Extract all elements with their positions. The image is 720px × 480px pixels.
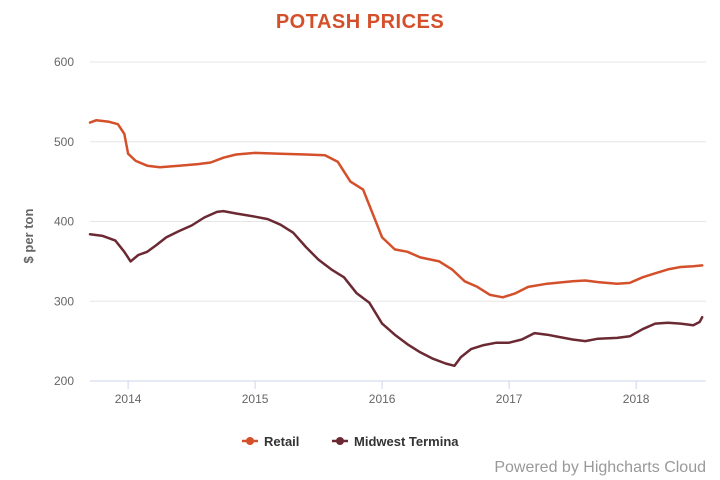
series-line-retail[interactable] [88,118,704,299]
legend-label: Retail [264,434,299,449]
y-tick-label: 500 [54,135,74,149]
x-tick-label: 2018 [623,392,650,406]
legend-label: Midwest Termina [354,434,459,449]
grid-lines [90,61,706,382]
y-axis-label: $ per ton [21,208,36,263]
y-tick-label: 300 [54,294,74,308]
x-axis-ticks: 2014 2015 2016 2017 2018 [115,381,650,406]
y-tick-label: 200 [54,374,74,388]
credits-link[interactable]: Powered by Highcharts Cloud [494,459,706,476]
series-lines [88,118,704,368]
series-line-midwest-terminal[interactable] [88,209,704,368]
legend-item-midwest-terminal[interactable]: Midwest Termina [332,434,459,449]
legend-marker-symbol [336,437,344,445]
x-tick-label: 2016 [369,392,396,406]
x-tick-label: 2015 [242,392,269,406]
chart-title: POTASH PRICES [276,11,444,33]
legend-marker-symbol [246,437,254,445]
y-axis-ticks: 200 300 400 500 600 [54,55,74,388]
x-tick-label: 2014 [115,392,142,406]
x-tick-label: 2017 [496,392,523,406]
legend-item-retail[interactable]: Retail [242,434,299,449]
y-tick-label: 400 [54,215,74,229]
legend[interactable]: Retail Midwest Termina [242,434,459,449]
y-tick-label: 600 [54,55,74,69]
